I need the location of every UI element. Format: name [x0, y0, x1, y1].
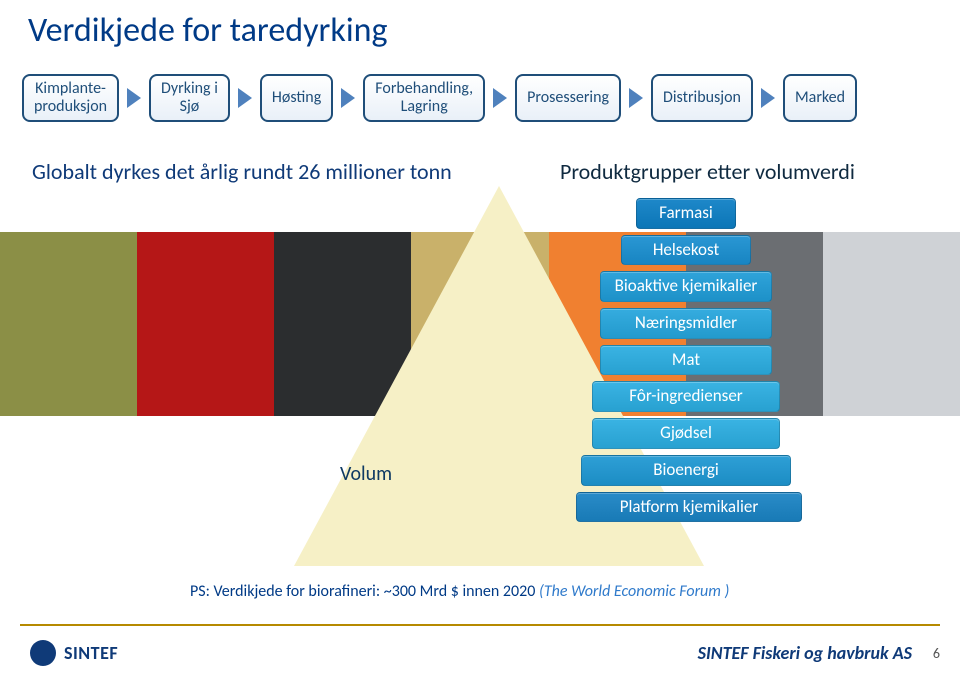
product-group-box: Bioenergi — [581, 455, 791, 486]
chain-arrow-icon — [629, 88, 643, 108]
triangle-label: Volum — [340, 462, 392, 486]
slide: Verdikjede for taredyrking Kimplante-pro… — [0, 0, 960, 676]
chain-step: Distribusjon — [651, 74, 753, 122]
slide-number: 6 — [933, 645, 940, 662]
product-group-box: Fôr-ingredienser — [592, 381, 780, 412]
chain-step: Høsting — [260, 74, 333, 122]
photo-placeholder — [137, 232, 274, 416]
subtitle-global-production: Globalt dyrkes det årlig rundt 26 millio… — [32, 158, 452, 185]
photo-placeholder — [823, 232, 960, 416]
page-title: Verdikjede for taredyrking — [28, 10, 388, 51]
footer-org-name: SINTEF Fiskeri og havbruk AS — [698, 642, 912, 664]
subtitle-product-groups: Produktgrupper etter volumverdi — [560, 158, 855, 185]
product-group-box: Farmasi — [636, 198, 736, 229]
footer-divider — [20, 624, 940, 632]
chain-step: Marked — [783, 74, 857, 122]
product-group-box: Helsekost — [621, 235, 751, 266]
product-group-box: Bioaktive kjemikalier — [600, 271, 772, 302]
photo-placeholder — [0, 232, 137, 416]
chain-arrow-icon — [493, 88, 507, 108]
value-chain-row: Kimplante-produksjon Dyrking iSjø Høsting F… — [22, 68, 938, 128]
chain-step-label: Forbehandling, — [375, 80, 473, 98]
chain-step-label: Dyrking i — [161, 80, 218, 98]
logo-icon — [30, 640, 56, 666]
chain-step-label: Lagring — [375, 98, 473, 116]
chain-arrow-icon — [127, 88, 141, 108]
chain-arrow-icon — [341, 88, 355, 108]
chain-step-label: Marked — [795, 89, 845, 107]
product-group-box: Platform kjemikalier — [576, 492, 802, 523]
product-group-box: Gjødsel — [592, 418, 780, 449]
slide-footer: SINTEF SINTEF Fiskeri og havbruk AS 6 — [0, 624, 960, 676]
chain-step: Forbehandling,Lagring — [363, 74, 485, 123]
chain-step: Prosessering — [515, 74, 621, 122]
footnote-text: PS: Verdikjede for biorafineri: ~300 Mrd… — [190, 582, 535, 601]
logo-text: SINTEF — [64, 642, 118, 664]
chain-step: Dyrking iSjø — [149, 74, 230, 123]
footnote: PS: Verdikjede for biorafineri: ~300 Mrd… — [190, 582, 729, 601]
chain-step-label: Sjø — [161, 98, 218, 116]
chain-arrow-icon — [761, 88, 775, 108]
product-group-box: Mat — [600, 345, 772, 376]
product-group-pyramid: Farmasi Helsekost Bioaktive kjemikalier Nær… — [576, 198, 796, 522]
chain-step: Kimplante-produksjon — [22, 74, 119, 123]
chain-arrow-icon — [238, 88, 252, 108]
sintef-logo: SINTEF — [30, 640, 118, 666]
chain-step-label: Distribusjon — [663, 89, 741, 107]
chain-step-label: Prosessering — [527, 89, 609, 107]
chain-step-label: produksjon — [34, 98, 107, 116]
product-group-box: Næringsmidler — [600, 308, 772, 339]
footnote-source: (The World Economic Forum ) — [539, 582, 729, 601]
chain-step-label: Kimplante- — [34, 80, 107, 98]
chain-step-label: Høsting — [272, 89, 321, 107]
